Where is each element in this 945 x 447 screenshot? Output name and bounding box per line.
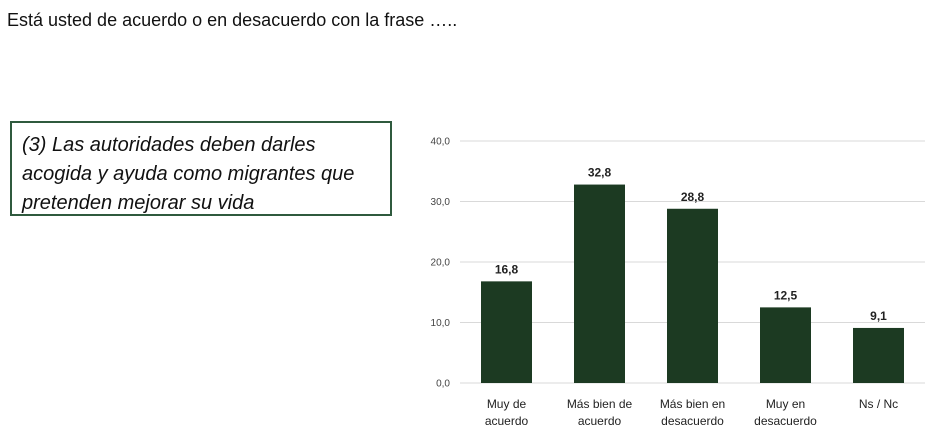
data-label: 32,8 — [588, 166, 612, 180]
bar — [481, 281, 532, 383]
y-tick-label: 20,0 — [431, 258, 451, 269]
bar — [667, 208, 718, 383]
bar — [574, 184, 625, 383]
category-label: Muy en — [766, 397, 805, 411]
bar — [760, 307, 811, 383]
data-label: 16,8 — [495, 262, 519, 276]
bar-chart: 0,0 10,0 20,0 30,0 40,0 16,8 Muy de acuerdo 32,8… — [431, 137, 925, 428]
data-label: 9,1 — [870, 309, 887, 323]
category-label: Más bien en — [660, 397, 725, 411]
category-label: Muy de — [487, 397, 527, 411]
page-heading: Está usted de acuerdo o en desacuerdo co… — [7, 10, 458, 30]
statement-line: pretenden mejorar su vida — [22, 192, 255, 214]
category-label: desacuerdo — [661, 414, 724, 428]
y-tick-label: 40,0 — [431, 137, 451, 148]
y-tick-label: 0,0 — [436, 379, 450, 390]
category-label: Más bien de — [567, 397, 633, 411]
category-label: Ns / Nc — [859, 397, 898, 411]
category-label: acuerdo — [578, 414, 622, 428]
statement-box: (3) Las autoridades deben darles acogida… — [10, 121, 392, 216]
bar — [853, 327, 904, 383]
y-tick-label: 30,0 — [431, 197, 451, 208]
statement-line: (3) Las autoridades deben darles — [22, 134, 316, 156]
data-label: 12,5 — [774, 288, 798, 302]
category-label: desacuerdo — [754, 414, 817, 428]
statement-line: acogida y ayuda como migrantes que — [22, 163, 355, 185]
data-label: 28,8 — [681, 190, 705, 204]
category-label: acuerdo — [485, 414, 529, 428]
y-tick-label: 10,0 — [431, 318, 451, 329]
